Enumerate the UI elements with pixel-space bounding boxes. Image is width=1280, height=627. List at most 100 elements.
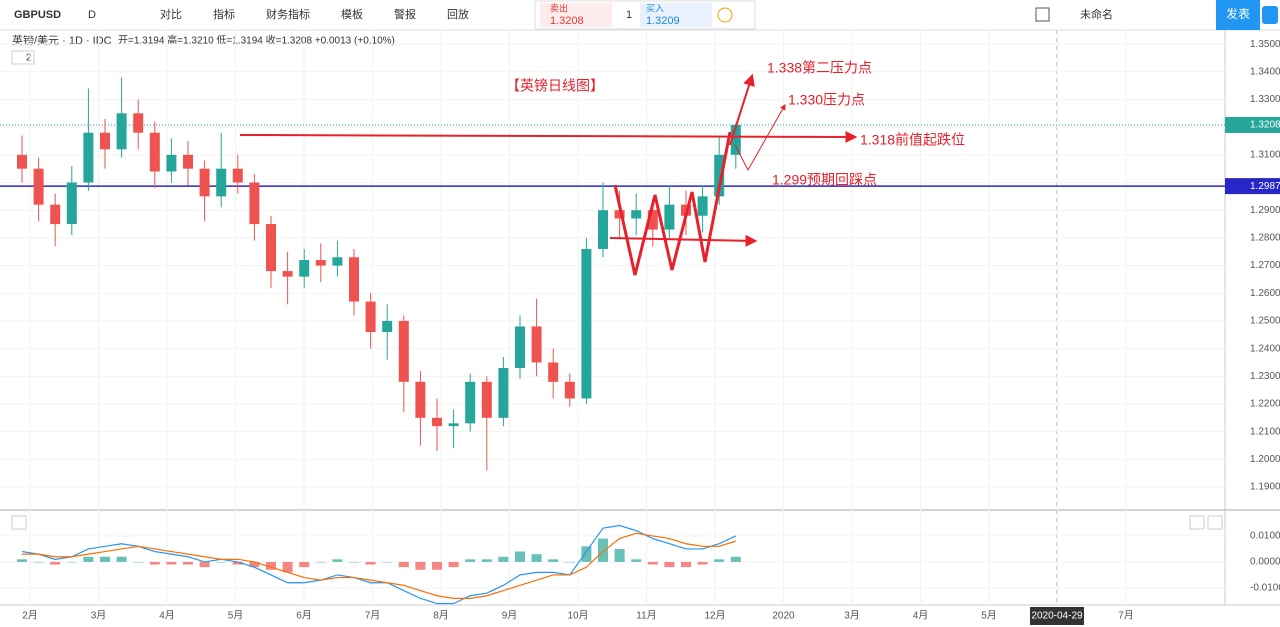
checkbox[interactable] [1035, 7, 1050, 22]
candle-body [332, 257, 343, 266]
candle-body [730, 124, 741, 155]
x-tick-label: 3月 [844, 610, 860, 622]
info-icon[interactable] [717, 7, 733, 23]
sell-label: 卖出 [550, 2, 568, 13]
y-tick-label: 1.1900 [1250, 482, 1280, 493]
y-tick-label: 1.2000 [1250, 454, 1280, 465]
macd-histogram [232, 561, 243, 565]
annotation: 1.330压力点 [788, 92, 865, 108]
macd-histogram [33, 561, 44, 563]
interval[interactable]: D [88, 9, 96, 21]
candle-body [199, 168, 210, 197]
macd-histogram [266, 561, 276, 570]
x-tick-label: 9月 [502, 610, 518, 622]
support-arrow [609, 234, 758, 247]
pane-close[interactable] [1207, 515, 1223, 530]
macd-histogram [398, 561, 409, 568]
macd-histogram [498, 556, 509, 562]
candle-body [266, 224, 276, 272]
candle-body [299, 260, 310, 277]
x-tick-label: 11月 [636, 610, 656, 622]
candle-body [166, 154, 177, 172]
legend-symbol: 英镑/美元 · 1D · IDC [12, 33, 112, 47]
y-tick-label: 1.3100 [1250, 149, 1280, 160]
candle-body [631, 210, 642, 219]
y-tick-label: 1.2700 [1250, 260, 1280, 271]
candle-body [598, 210, 608, 249]
macd-collapse[interactable] [11, 515, 27, 530]
macd-histogram [415, 561, 426, 570]
tool-financials[interactable]: 财务指标 [266, 7, 310, 21]
x-tick-label: 5月 [228, 610, 244, 622]
legend-collapse[interactable] [11, 50, 35, 65]
macd-histogram [581, 546, 592, 562]
y-tick-label: 1.2600 [1250, 288, 1280, 299]
buy-button[interactable] [640, 3, 712, 27]
symbol[interactable]: GBPUSD [14, 9, 61, 21]
candle-body [315, 260, 326, 266]
macd-histogram [199, 561, 210, 568]
y-tick-label: 1.3400 [1250, 66, 1280, 77]
resistance-line [239, 130, 858, 143]
level-tag [1225, 178, 1280, 195]
macd-histogram [481, 559, 492, 562]
sell-price: 1.3208 [550, 15, 584, 27]
quantity[interactable]: 1 [626, 9, 632, 21]
macd-histogram [149, 561, 160, 565]
publish-label: 发表 [1226, 6, 1250, 21]
pane-up[interactable] [1189, 515, 1205, 530]
macd-histogram [216, 561, 227, 563]
macd-histogram [448, 561, 459, 568]
tool-replay[interactable]: 回放 [447, 7, 469, 21]
macd-histogram [681, 561, 691, 568]
tool-templates[interactable]: 模板 [341, 7, 363, 21]
target-arrow [729, 73, 755, 146]
candle-body [697, 196, 708, 216]
macd-histogram [614, 548, 625, 562]
macd-histogram [249, 561, 260, 568]
y-tick-label: 1.2500 [1250, 316, 1280, 327]
candle-body [432, 417, 442, 427]
macd-histogram [349, 561, 359, 563]
y-tick-label: 1.2100 [1250, 426, 1280, 437]
candle-body [282, 271, 293, 277]
macd-histogram [66, 561, 77, 563]
x-tick-label: 7月 [1118, 610, 1134, 622]
macd-histogram [531, 554, 542, 562]
cursor-date-tag [1030, 607, 1084, 625]
sell-button[interactable] [540, 3, 612, 27]
y-tick-label: 1.2200 [1250, 399, 1280, 410]
macd-macd-line [21, 524, 737, 605]
candle-body [365, 301, 376, 333]
candle-body [149, 132, 160, 172]
candle-body [133, 113, 144, 133]
candle-body [498, 367, 509, 418]
annotation: 1.318前值起跌位 [860, 132, 965, 148]
macd-histogram [83, 556, 94, 562]
candle-body [614, 210, 625, 219]
y-tick-label: 1.2300 [1250, 371, 1280, 382]
tool-indicators[interactable]: 指标 [213, 7, 235, 21]
publish-button[interactable] [1216, 0, 1260, 30]
candle-body [50, 204, 61, 225]
layout-name[interactable]: 未命名 [1080, 7, 1113, 21]
x-tick-label: 6月 [296, 610, 312, 622]
candle-body [647, 210, 658, 230]
candle-body [216, 168, 227, 197]
tool-compare[interactable]: 对比 [160, 7, 182, 21]
tool-alerts[interactable]: 警报 [394, 7, 416, 21]
x-tick-label: 4月 [159, 610, 175, 622]
zigzag [613, 131, 732, 276]
pullback-arrow [734, 103, 786, 172]
candle-body [448, 423, 459, 427]
macd-histogram [166, 561, 177, 565]
macd-histogram [365, 561, 376, 565]
y-tick-label: 1.3300 [1250, 94, 1280, 105]
candle-body [232, 168, 243, 183]
macd-histogram [116, 556, 127, 562]
x-tick-label: 12月 [704, 610, 725, 622]
x-tick-label: 3月 [91, 610, 107, 622]
replay-icon[interactable] [1262, 6, 1278, 24]
macd-histogram [564, 561, 575, 563]
macd-histogram [332, 559, 343, 562]
